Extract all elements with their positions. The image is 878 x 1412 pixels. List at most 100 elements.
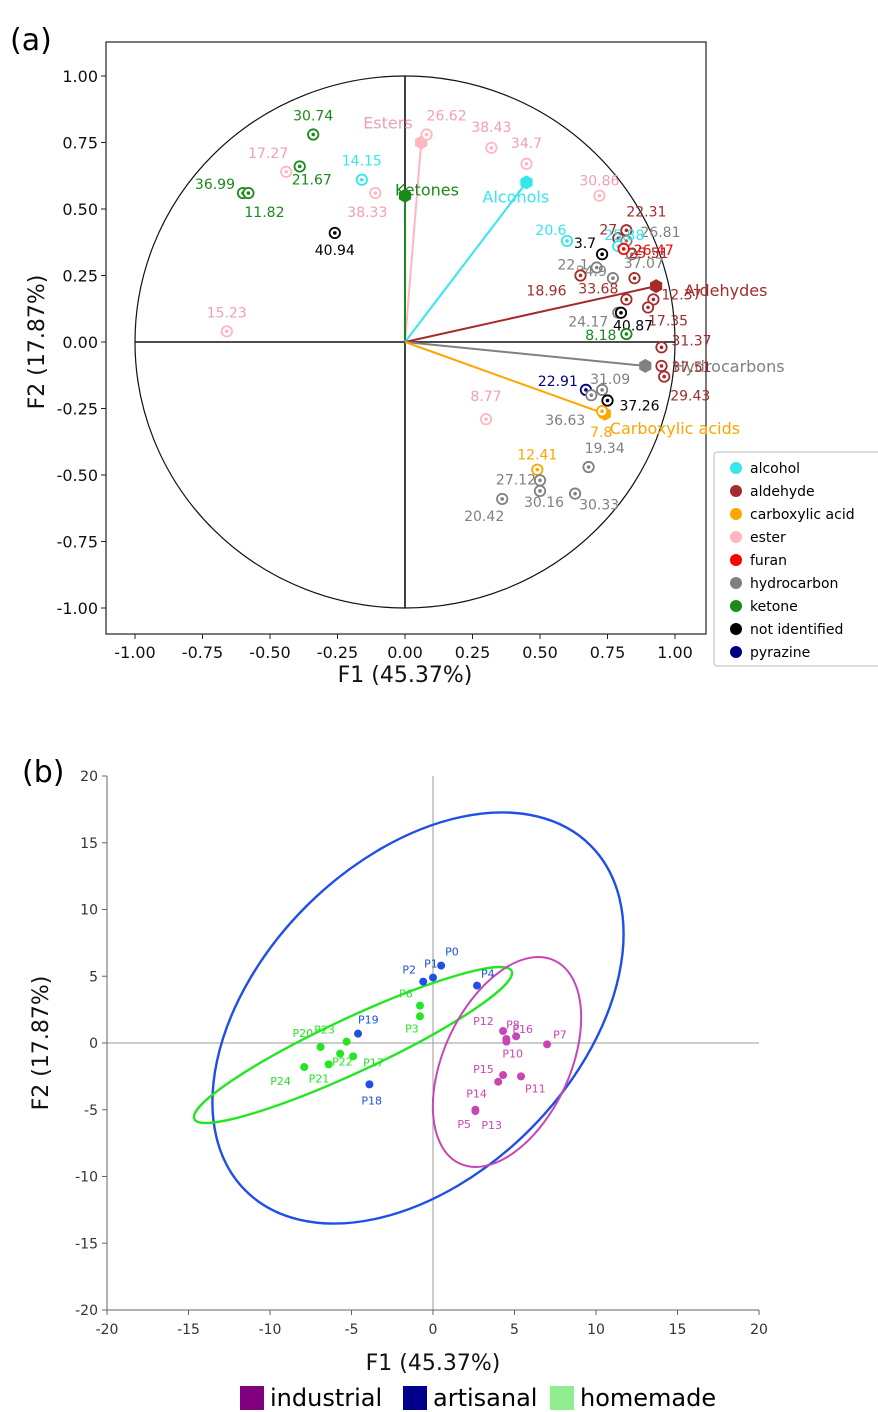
x-axis-title-a: F1 (45.37%) xyxy=(338,663,473,688)
point-label: 20.42 xyxy=(464,509,504,525)
point-label: 31.09 xyxy=(590,372,630,388)
y-tick-label-a: 0.25 xyxy=(62,267,98,286)
x-tick-label-a: -0.75 xyxy=(182,643,223,662)
y-tick-label-b: 15 xyxy=(80,836,98,852)
observation-label: P14 xyxy=(466,1088,487,1101)
variable-point-center xyxy=(651,297,656,302)
variable-point-center xyxy=(246,191,251,195)
vector-label: Alcohols xyxy=(483,187,550,206)
x-tick-label-a: 0.25 xyxy=(455,643,491,662)
variable-point-center xyxy=(624,239,629,243)
observation-label: P16 xyxy=(512,1023,533,1036)
y-tick-label-b: -20 xyxy=(75,1303,98,1319)
x-tick-label-b: -15 xyxy=(177,1322,200,1338)
variable-point-center xyxy=(484,417,488,421)
y-tick-label-b: 20 xyxy=(80,769,98,785)
vector-head-marker xyxy=(520,175,533,190)
variable-point-center xyxy=(586,465,591,469)
variable-point-center xyxy=(489,146,494,150)
point-label: 31.37 xyxy=(672,333,712,349)
point-label: 38.33 xyxy=(347,205,387,221)
variable-point-center xyxy=(311,132,316,137)
x-tick-label-b: 0 xyxy=(429,1322,438,1338)
y-tick-label-b: 5 xyxy=(89,969,98,985)
legend-marker-a xyxy=(730,623,742,635)
variable-point-center xyxy=(535,467,540,472)
x-tick-label-a: -1.00 xyxy=(114,643,155,662)
point-label: 26.47 xyxy=(634,243,674,259)
variable-point-center xyxy=(524,161,529,166)
observation-point xyxy=(316,1043,325,1052)
y-tick-label-b: -10 xyxy=(75,1170,98,1186)
observation-label: P1 xyxy=(424,958,438,971)
homemade-confidence-ellipse xyxy=(192,965,514,1125)
observation-point xyxy=(502,1037,511,1046)
chart-a: -1.00 -0.75 -0.50 -0.25 0.00 0.25 0.50 0.75 1.00… xyxy=(25,41,878,688)
variable-point-center xyxy=(424,132,429,137)
point-label: 36.63 xyxy=(545,413,585,429)
observation-point xyxy=(473,981,482,990)
x-tick-label-b: -20 xyxy=(96,1322,119,1338)
y-axis-title-b: F2 (17.87%) xyxy=(29,976,54,1111)
observation-label: P15 xyxy=(473,1063,494,1076)
point-label: 24.17 xyxy=(568,315,608,331)
legend-swatch-b xyxy=(403,1386,427,1410)
observation-label: P10 xyxy=(502,1048,523,1061)
legend-marker-a xyxy=(730,508,742,520)
panel-b-label: (b) xyxy=(22,755,64,790)
point-label: 8.18 xyxy=(585,328,616,344)
variable-point-center xyxy=(605,398,610,403)
point-label: 14.15 xyxy=(342,154,382,170)
variable-point-center xyxy=(360,177,364,182)
y-tick-label-b: 0 xyxy=(89,1036,98,1052)
observation-label: P12 xyxy=(473,1015,494,1028)
variable-point-center xyxy=(284,169,289,174)
point-label: 22.91 xyxy=(538,374,578,390)
point-label: 20.6 xyxy=(535,223,566,239)
variable-point-center xyxy=(600,252,604,257)
observation-point xyxy=(354,1029,363,1038)
observation-label: P23 xyxy=(314,1024,335,1037)
observation-label: P3 xyxy=(405,1022,419,1035)
vector-label: Hydrocarbons xyxy=(673,357,784,376)
legend-label-a: furan xyxy=(750,553,787,569)
vector-head-marker xyxy=(639,358,652,373)
observation-label: P24 xyxy=(270,1075,291,1088)
point-label: 33.68 xyxy=(578,281,618,297)
point-label: 30.33 xyxy=(579,498,619,514)
x-tick-label-b: 5 xyxy=(510,1322,519,1338)
observation-point xyxy=(429,973,437,982)
observation-point xyxy=(499,1026,508,1035)
observation-label: P19 xyxy=(358,1014,379,1027)
variable-point-center xyxy=(624,332,629,336)
observation-point xyxy=(517,1072,526,1081)
chart-b: -20 -15 -10 -5 0 5 10 15 20 20 15 10 5 0 -5 -10 -15 -20 F1… xyxy=(29,769,768,1412)
point-label: 17.35 xyxy=(648,313,688,329)
point-label: 27 xyxy=(599,222,617,238)
observation-point xyxy=(300,1063,309,1072)
variable-point-center xyxy=(619,310,623,315)
observation-point xyxy=(494,1077,503,1086)
variable-point-center xyxy=(621,247,626,251)
legend-label-a: not identified xyxy=(750,622,843,638)
x-tick-label-a: 0.75 xyxy=(590,643,626,662)
variable-point-center xyxy=(632,276,637,280)
artisanal-confidence-ellipse xyxy=(211,811,625,1225)
legend-marker-a xyxy=(730,485,742,497)
loading-vector xyxy=(404,181,528,343)
point-label: 8.77 xyxy=(470,389,501,405)
point-label: 25.51 xyxy=(629,246,669,262)
legend-marker-a xyxy=(730,600,742,612)
variable-point-center xyxy=(297,164,302,169)
variable-point-center xyxy=(578,273,583,278)
variable-point-center xyxy=(611,276,615,280)
x-tick-label-b: 15 xyxy=(669,1322,687,1338)
x-axis-title-b: F1 (45.37%) xyxy=(366,1351,501,1376)
x-tick-label-a: -0.50 xyxy=(249,643,290,662)
legend-marker-a xyxy=(730,646,742,658)
point-label: 15.23 xyxy=(207,305,247,321)
y-tick-label-b: -15 xyxy=(75,1236,98,1252)
y-tick-label-a: 0.00 xyxy=(62,333,98,352)
variable-point-center xyxy=(646,305,650,310)
